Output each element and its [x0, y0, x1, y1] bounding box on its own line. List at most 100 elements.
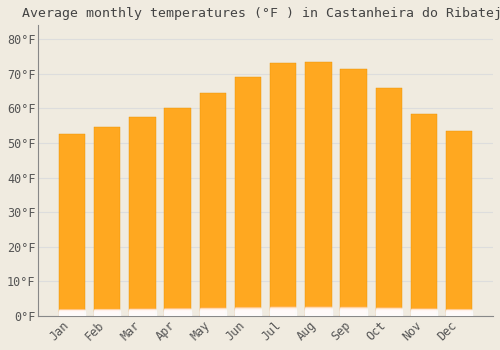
- Bar: [235, 311, 261, 315]
- Bar: [94, 309, 120, 313]
- Bar: [376, 308, 402, 313]
- Bar: [235, 308, 261, 313]
- Bar: [94, 310, 120, 314]
- Bar: [376, 307, 402, 312]
- Bar: [235, 309, 261, 314]
- Bar: [411, 309, 437, 313]
- Bar: [411, 311, 437, 315]
- Bar: [446, 310, 472, 313]
- Bar: [340, 311, 367, 316]
- Bar: [446, 309, 472, 313]
- Bar: [200, 307, 226, 312]
- Bar: [164, 311, 191, 315]
- Bar: [270, 309, 296, 314]
- Bar: [340, 308, 367, 313]
- Bar: [270, 309, 296, 314]
- Bar: [130, 310, 156, 314]
- Bar: [130, 311, 156, 315]
- Bar: [305, 310, 332, 315]
- Bar: [340, 309, 367, 314]
- Bar: [94, 310, 120, 314]
- Bar: [340, 307, 367, 312]
- Bar: [200, 311, 226, 316]
- Bar: [270, 308, 296, 313]
- Bar: [59, 312, 86, 315]
- Bar: [164, 310, 191, 314]
- Bar: [376, 310, 402, 314]
- Bar: [59, 309, 86, 313]
- Bar: [130, 312, 156, 316]
- Bar: [164, 310, 191, 314]
- Bar: [235, 310, 261, 315]
- Bar: [376, 310, 402, 315]
- Bar: [305, 306, 332, 311]
- Bar: [130, 309, 156, 313]
- Bar: [446, 310, 472, 314]
- Bar: [270, 306, 296, 311]
- Bar: [305, 309, 332, 314]
- Bar: [164, 308, 191, 313]
- Bar: [411, 312, 437, 316]
- Bar: [94, 127, 120, 316]
- Bar: [340, 308, 367, 313]
- Bar: [235, 310, 261, 315]
- Bar: [235, 307, 261, 312]
- Bar: [446, 311, 472, 315]
- Bar: [340, 311, 367, 316]
- Bar: [59, 310, 86, 313]
- Bar: [235, 307, 261, 312]
- Bar: [376, 310, 402, 315]
- Bar: [59, 311, 86, 315]
- Bar: [59, 309, 86, 313]
- Bar: [200, 310, 226, 315]
- Bar: [270, 309, 296, 315]
- Bar: [270, 310, 296, 315]
- Bar: [270, 309, 296, 314]
- Bar: [340, 310, 367, 315]
- Bar: [340, 307, 367, 312]
- Bar: [446, 312, 472, 316]
- Bar: [305, 307, 332, 313]
- Bar: [94, 310, 120, 314]
- Bar: [59, 312, 86, 316]
- Bar: [305, 308, 332, 314]
- Bar: [446, 131, 472, 316]
- Bar: [446, 309, 472, 313]
- Bar: [235, 309, 261, 314]
- Bar: [235, 307, 261, 312]
- Bar: [376, 308, 402, 313]
- Bar: [376, 310, 402, 315]
- Bar: [411, 309, 437, 313]
- Bar: [305, 307, 332, 313]
- Bar: [270, 310, 296, 315]
- Bar: [305, 306, 332, 311]
- Bar: [305, 310, 332, 315]
- Bar: [446, 312, 472, 316]
- Bar: [446, 312, 472, 316]
- Bar: [59, 309, 86, 313]
- Bar: [164, 310, 191, 314]
- Bar: [94, 312, 120, 316]
- Bar: [446, 310, 472, 314]
- Bar: [270, 310, 296, 315]
- Bar: [235, 310, 261, 315]
- Bar: [446, 311, 472, 315]
- Bar: [59, 312, 86, 315]
- Bar: [130, 312, 156, 316]
- Bar: [94, 312, 120, 316]
- Bar: [446, 309, 472, 313]
- Bar: [59, 310, 86, 314]
- Bar: [376, 307, 402, 312]
- Bar: [305, 309, 332, 314]
- Bar: [94, 309, 120, 313]
- Bar: [94, 309, 120, 313]
- Bar: [130, 311, 156, 315]
- Bar: [305, 308, 332, 313]
- Bar: [340, 309, 367, 315]
- Bar: [200, 309, 226, 314]
- Bar: [94, 309, 120, 313]
- Bar: [376, 309, 402, 314]
- Bar: [376, 310, 402, 315]
- Bar: [305, 310, 332, 315]
- Bar: [305, 309, 332, 314]
